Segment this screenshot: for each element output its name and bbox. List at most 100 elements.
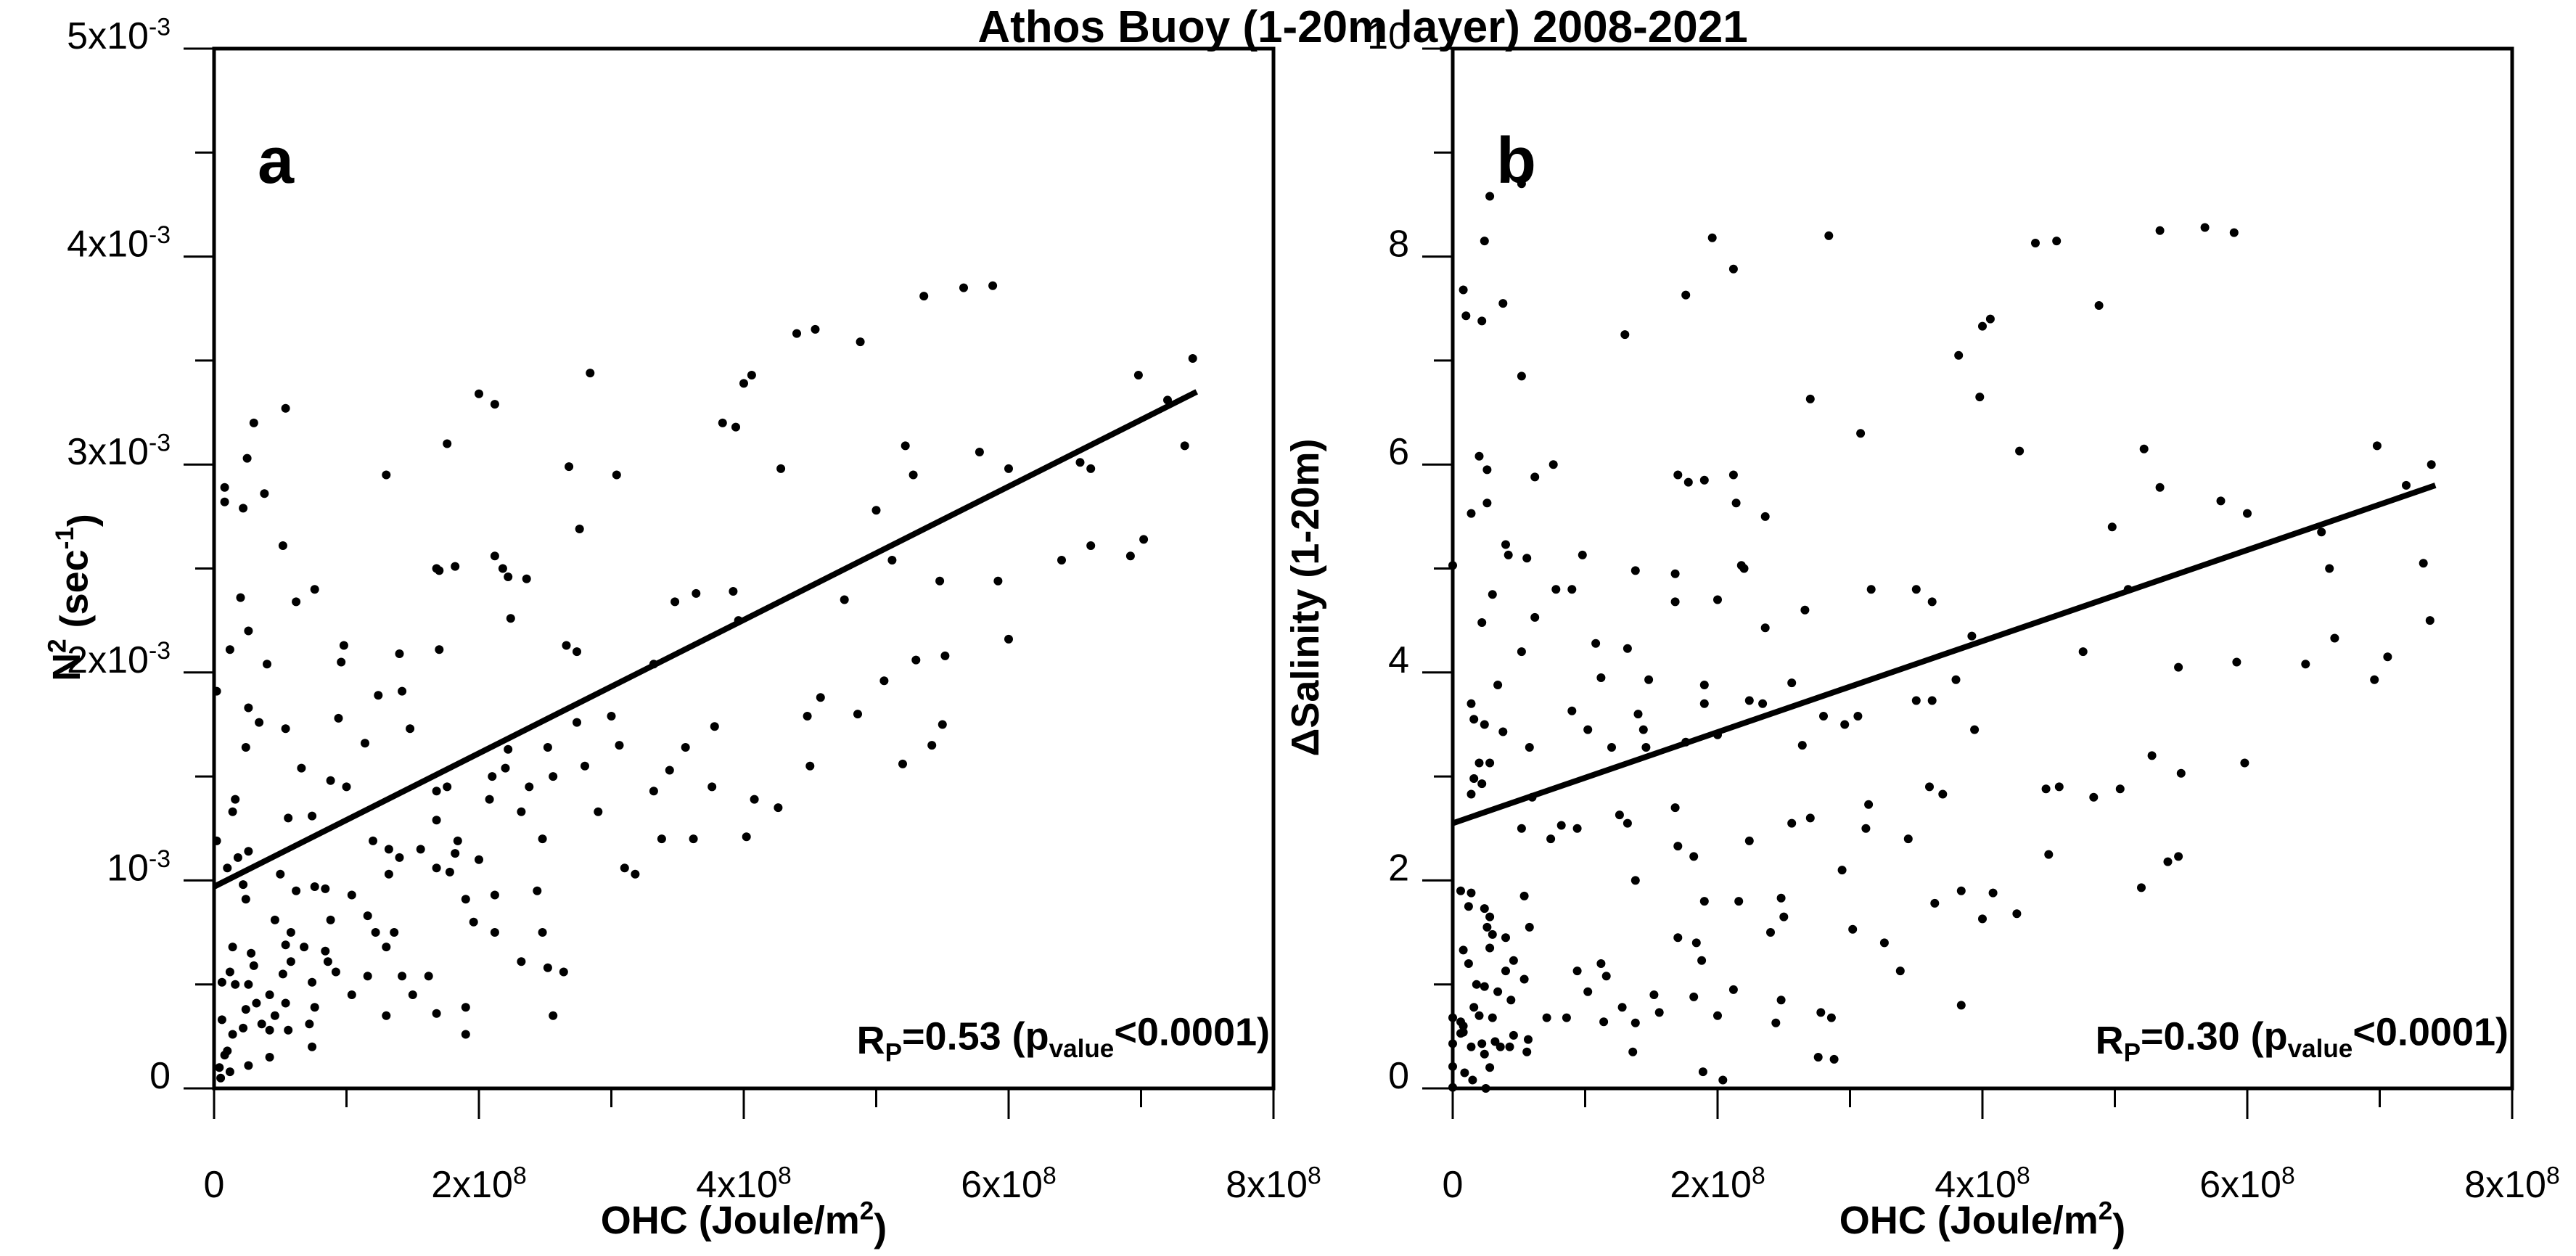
scatter-point xyxy=(1530,472,1540,482)
scatter-point xyxy=(1734,897,1744,906)
scatter-point xyxy=(310,585,319,594)
scatter-point xyxy=(281,403,290,413)
scatter-point xyxy=(308,811,317,821)
scatter-point xyxy=(898,759,907,768)
scatter-point xyxy=(233,853,242,862)
scatter-point xyxy=(729,587,738,596)
scatter-point xyxy=(236,593,245,602)
scatter-point xyxy=(2317,528,2326,537)
x-tick-label: 4x108 xyxy=(1935,1162,2030,1206)
scatter-point xyxy=(803,712,812,721)
scatter-point xyxy=(1787,678,1797,688)
scatter-point xyxy=(1895,966,1905,976)
scatter-point xyxy=(1125,551,1135,561)
scatter-point xyxy=(1517,647,1526,657)
panel-letter: b xyxy=(1496,125,1536,197)
scatter-point xyxy=(1493,681,1503,689)
scatter-point xyxy=(1480,904,1489,914)
scatter-point xyxy=(1456,1029,1465,1038)
scatter-point xyxy=(1954,350,1964,360)
scatter-point xyxy=(242,453,252,463)
scatter-point xyxy=(1673,933,1683,943)
y-tick-label: 4 xyxy=(1388,639,1409,681)
y-tick-label: 10-3 xyxy=(107,845,171,890)
scatter-point xyxy=(1628,1047,1638,1056)
scatter-point xyxy=(1057,556,1066,565)
scatter-point xyxy=(692,588,701,598)
scatter-point xyxy=(681,743,690,752)
scatter-point xyxy=(1501,966,1510,976)
scatter-point xyxy=(1501,933,1510,943)
scatter-point xyxy=(1728,264,1738,274)
scatter-point xyxy=(281,998,290,1008)
scatter-point xyxy=(2054,782,2064,792)
scatter-point xyxy=(1673,470,1683,480)
scatter-point xyxy=(739,379,748,388)
scatter-point xyxy=(911,655,921,665)
scatter-point xyxy=(1816,1008,1826,1017)
scatter-point xyxy=(1670,569,1680,578)
scatter-point xyxy=(707,782,717,792)
scatter-point xyxy=(239,504,248,513)
scatter-point xyxy=(620,863,629,873)
scatter-point xyxy=(469,917,478,927)
scatter-point xyxy=(249,961,258,970)
scatter-point xyxy=(2155,483,2165,492)
scatter-point xyxy=(490,400,499,409)
scatter-point xyxy=(265,1025,274,1035)
scatter-point xyxy=(1728,985,1738,994)
scatter-point xyxy=(1519,974,1529,984)
panels-group: 0 2x108 4x108 6x108 8x108 0 10-3 2x10-3 3x10-3 4x… xyxy=(44,13,2560,1249)
plot-frame xyxy=(1451,46,2514,1091)
scatter-point xyxy=(517,957,526,966)
scatter-point xyxy=(975,448,984,456)
scatter-point xyxy=(1837,866,1847,875)
scatter-point xyxy=(1549,460,1558,469)
scatter-point xyxy=(1681,290,1691,300)
scatter-point xyxy=(1488,1013,1497,1022)
scatter-point xyxy=(1699,681,1709,689)
scatter-point xyxy=(565,462,574,472)
scatter-point xyxy=(451,849,460,858)
scatter-point xyxy=(840,595,849,604)
scatter-point xyxy=(326,915,335,924)
scatter-point xyxy=(490,551,499,561)
scatter-point xyxy=(853,710,862,719)
scatter-point xyxy=(581,761,589,771)
scatter-point xyxy=(1509,1030,1518,1040)
scatter-point xyxy=(1978,321,1987,331)
scatter-point xyxy=(337,657,346,667)
scatter-point xyxy=(1456,886,1465,895)
scatter-point xyxy=(1460,1068,1469,1078)
scatter-point xyxy=(1474,451,1484,461)
scatter-point xyxy=(1474,758,1484,768)
scatter-point xyxy=(244,626,253,636)
scatter-point xyxy=(257,1019,266,1029)
x-axis-title: OHC (Joule/m2) xyxy=(1839,1197,2126,1250)
scatter-point xyxy=(384,845,393,854)
scatter-point xyxy=(506,614,515,623)
scatter-point xyxy=(573,718,581,727)
scatter-point xyxy=(263,660,271,669)
scatter-point xyxy=(1578,550,1587,559)
scatter-point xyxy=(225,1067,234,1077)
scatter-point xyxy=(612,470,621,480)
scatter-point xyxy=(1856,429,1866,438)
scatter-point xyxy=(2155,226,2165,235)
scatter-point xyxy=(1930,898,1940,908)
scatter-point xyxy=(2232,657,2241,667)
scatter-point xyxy=(670,597,680,607)
scatter-point xyxy=(1813,1053,1823,1062)
scatter-point xyxy=(398,972,407,981)
scatter-point xyxy=(573,647,581,657)
scatter-point xyxy=(432,787,441,796)
scatter-point xyxy=(1496,1042,1505,1051)
y-tick-label: 6 xyxy=(1388,431,1409,473)
regression-line xyxy=(213,389,1198,890)
scatter-point xyxy=(1683,477,1693,487)
scatter-point xyxy=(1713,595,1722,604)
x-tick-label: 6x108 xyxy=(961,1162,1057,1206)
scatter-point xyxy=(908,470,918,480)
